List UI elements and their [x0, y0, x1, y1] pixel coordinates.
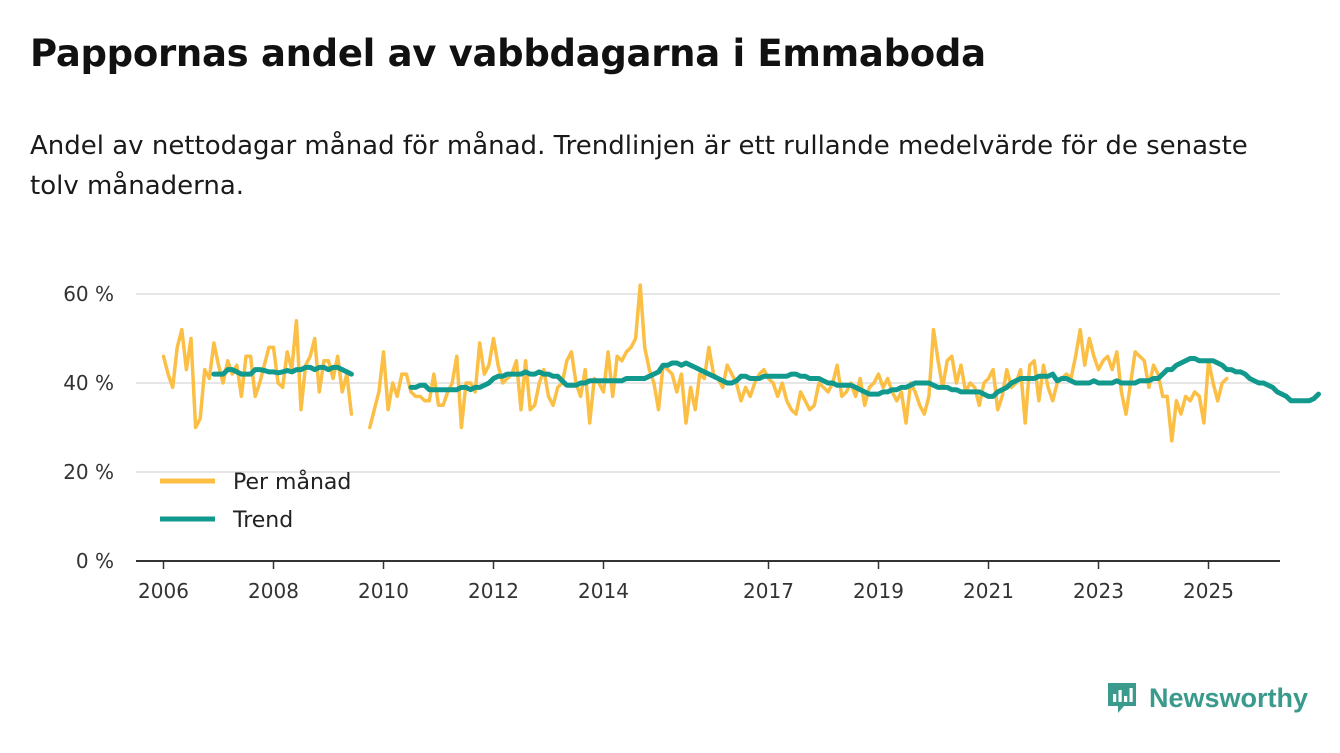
x-tick-label: 2006 [138, 579, 189, 603]
brand-name: Newsworthy [1148, 682, 1308, 713]
y-tick-label: 40 % [63, 371, 114, 395]
chart-subtitle: Andel av nettodagar månad för månad. Tre… [30, 131, 1248, 201]
chart-title: Pappornas andel av vabbdagarna i Emmabod… [30, 32, 986, 75]
series-line-trend-segment-1 [211, 364, 354, 377]
x-tick-label: 2010 [358, 579, 409, 603]
x-tick-label: 2021 [963, 579, 1014, 603]
x-tick-label: 2025 [1183, 579, 1234, 603]
y-tick-label: 20 % [63, 460, 114, 484]
legend-label-monthly: Per månad [233, 469, 351, 495]
series-line-trend-segment-2 [408, 356, 1321, 404]
x-tick-label: 2014 [578, 579, 629, 603]
series-line-monthly-segment-2 [368, 283, 1229, 443]
legend-label-trend: Trend [232, 508, 293, 533]
series-line-monthly-segment-1 [161, 318, 354, 430]
series [161, 283, 1321, 443]
y-tick-label: 60 % [63, 282, 114, 306]
x-tick-label: 2023 [1073, 579, 1124, 603]
x-tick-label: 2019 [853, 579, 904, 603]
newsworthy-logo-icon [1107, 683, 1136, 713]
x-tick-label: 2017 [743, 579, 794, 603]
brand-logo: Newsworthy [1105, 680, 1308, 716]
legend: Per månad Trend [160, 469, 351, 533]
x-tick-label: 2012 [468, 579, 519, 603]
y-tick-label: 0 % [76, 549, 114, 573]
axes: 0 % 20 % 40 % 60 % 2006 2008 2010 2012 2014 2017 2… [63, 282, 1280, 603]
x-tick-label: 2008 [248, 579, 299, 603]
